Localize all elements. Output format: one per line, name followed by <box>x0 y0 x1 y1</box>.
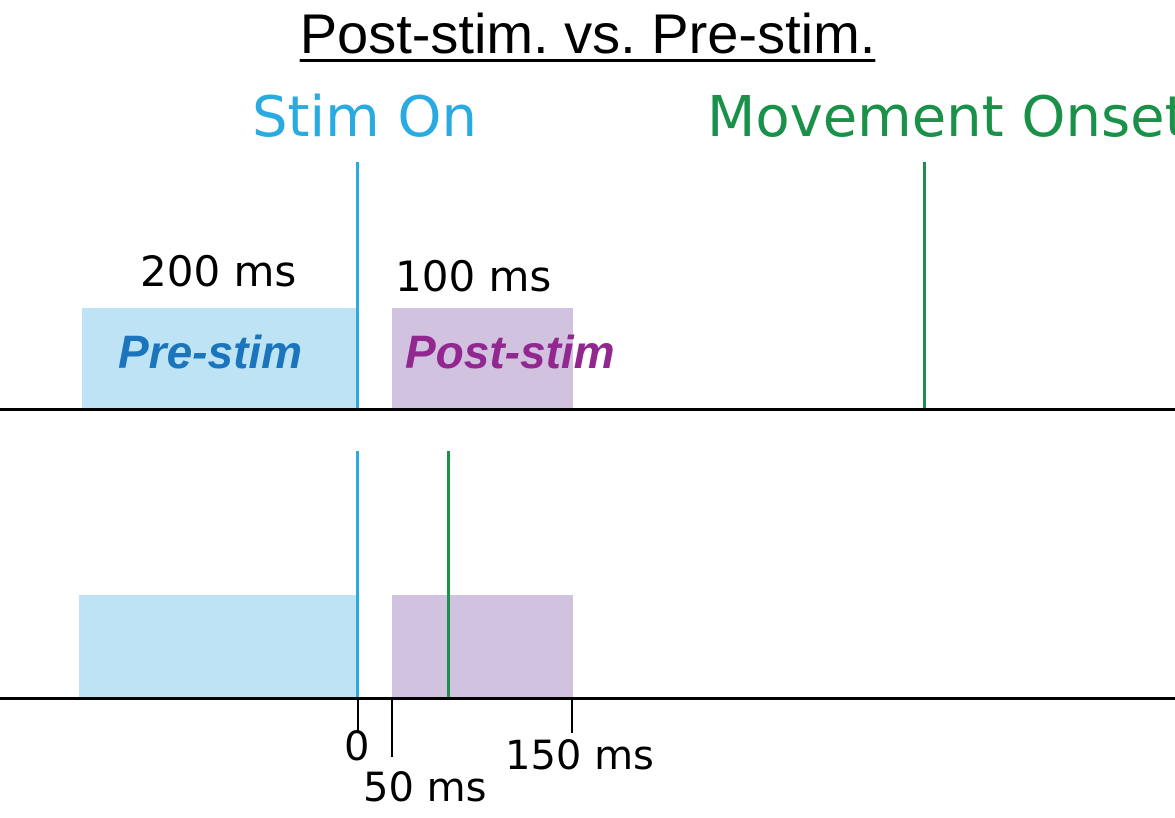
movement-onset-label: Movement Onset <box>707 85 1175 150</box>
stim-on-line-bottom <box>356 451 359 699</box>
post-stim-duration-label: 100 ms <box>395 252 552 301</box>
pre-stim-window-top <box>82 308 358 410</box>
stim-on-line-top <box>356 162 359 410</box>
stim-on-label: Stim On <box>252 85 477 150</box>
pre-stim-duration-label: 200 ms <box>140 247 297 296</box>
tick-0 <box>357 699 359 733</box>
tick-50ms <box>391 699 393 757</box>
tick-label-150ms: 150 ms <box>505 733 654 779</box>
tick-150ms <box>571 699 573 733</box>
post-stim-label: Post-stim <box>405 326 615 378</box>
movement-onset-line-top <box>923 162 926 410</box>
tick-label-50ms: 50 ms <box>363 765 487 811</box>
pre-stim-window-bottom <box>79 595 356 699</box>
post-stim-window-top <box>392 308 573 410</box>
diagram-title: Post-stim. vs. Pre-stim. <box>299 2 876 65</box>
post-stim-window-bottom <box>392 595 573 699</box>
movement-onset-line-bottom <box>447 451 450 699</box>
pre-stim-label: Pre-stim <box>118 326 303 378</box>
tick-label-0: 0 <box>344 724 370 770</box>
timeline-axis-top <box>0 408 1175 411</box>
timeline-axis-bottom <box>0 697 1175 700</box>
